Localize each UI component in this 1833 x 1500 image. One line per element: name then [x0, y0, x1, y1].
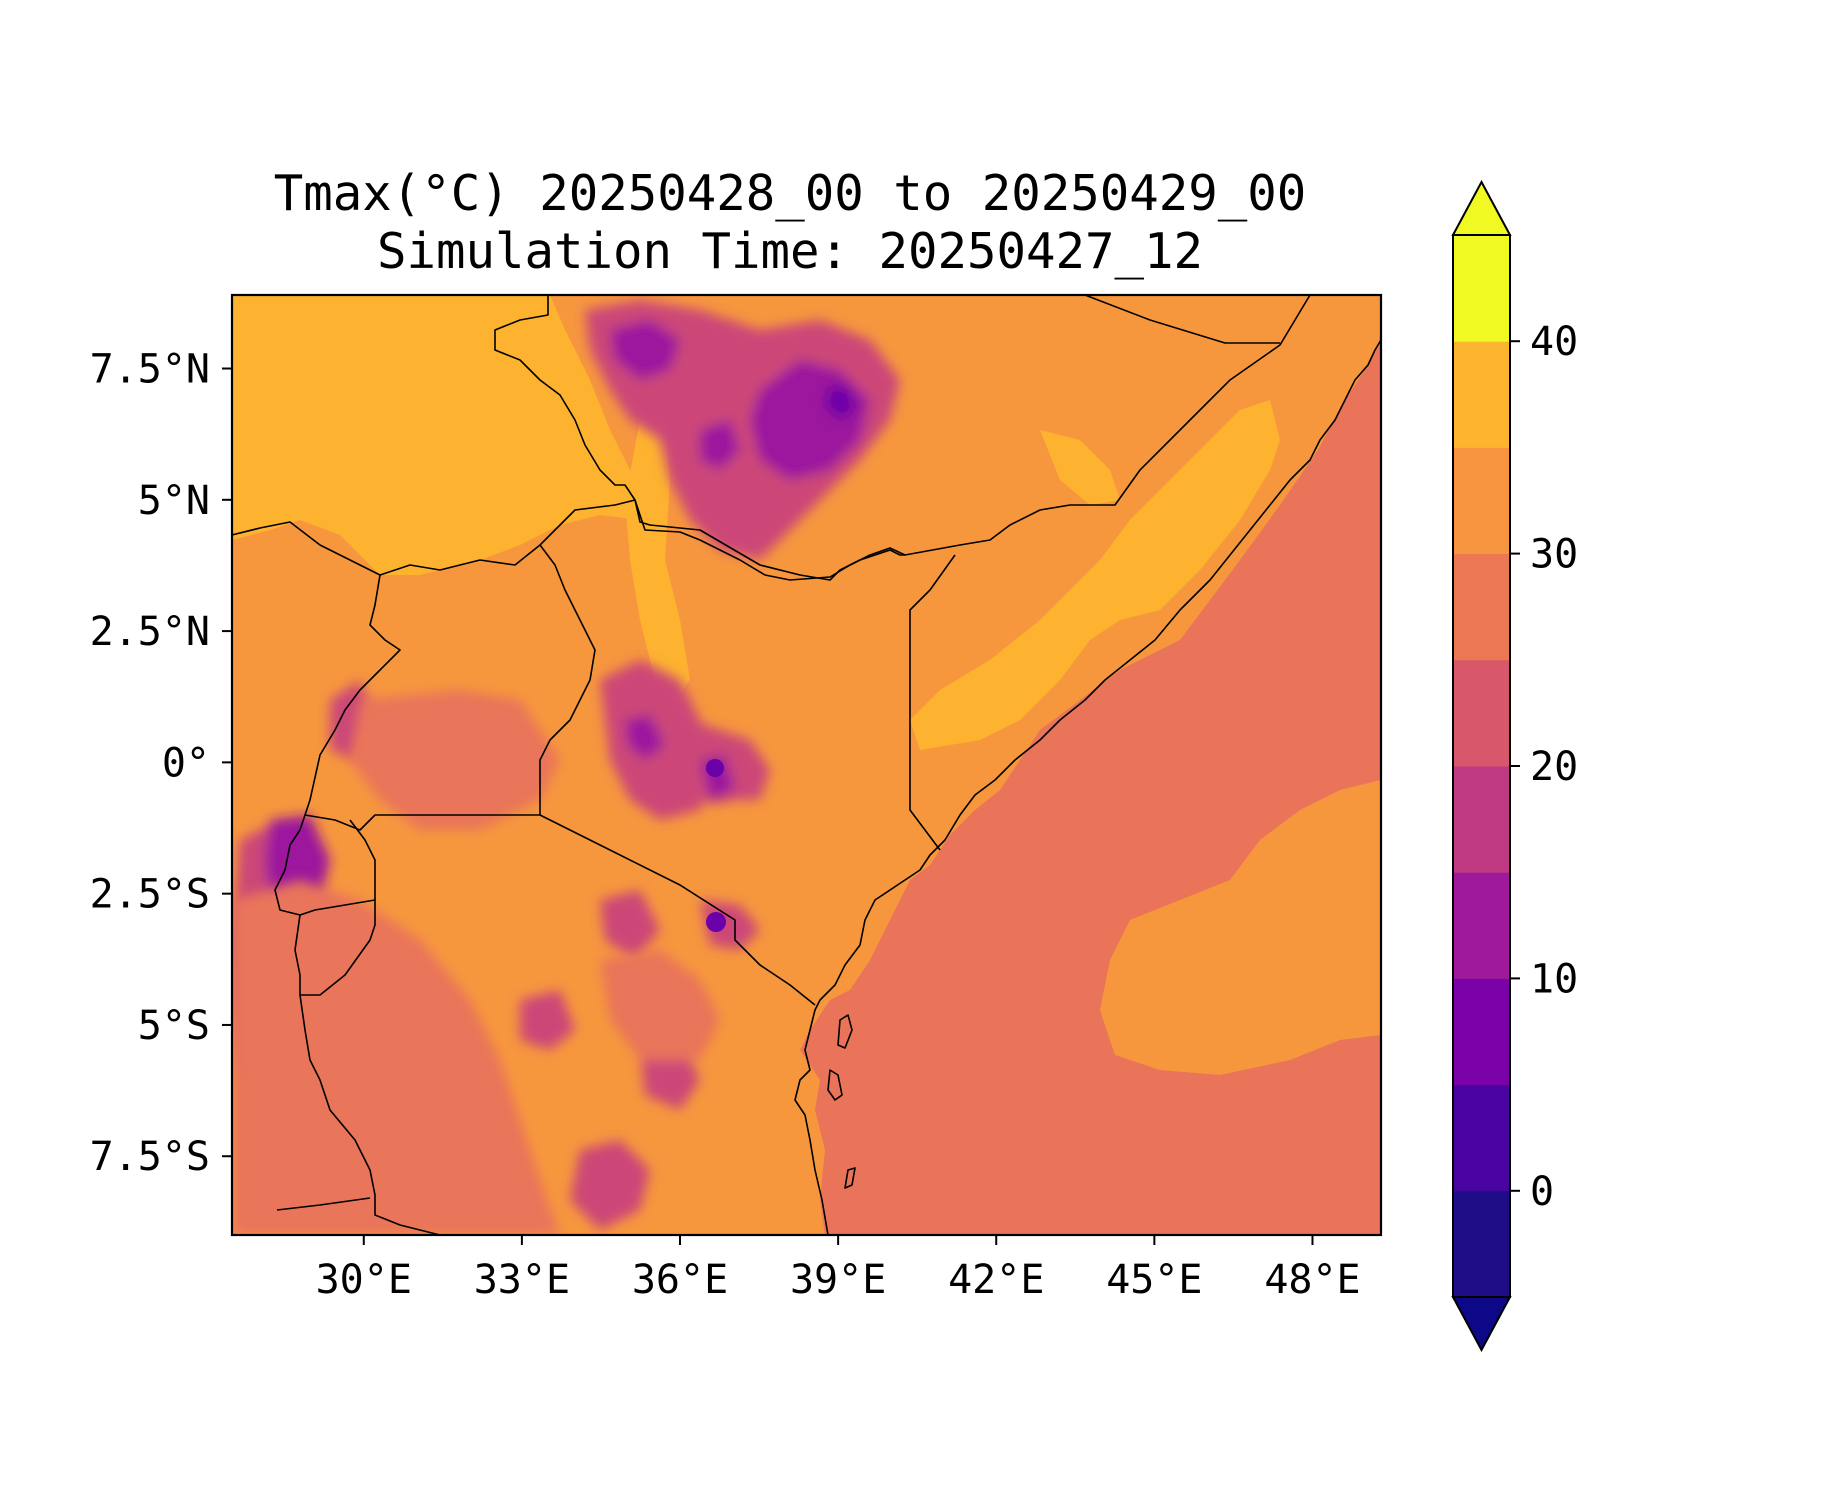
uganda-border [304, 544, 596, 831]
colorbar-tick-label: 20 [1530, 744, 1578, 790]
burundi-border [294, 900, 376, 996]
kenya-tanzania-border [539, 814, 816, 1006]
east-african-coastline [794, 339, 1381, 1235]
y-axis: 7.5°N 5°N 2.5°N 0° 2.5°S 5°S 7.5°S [90, 347, 232, 1180]
colorbar-tick-label: 30 [1530, 532, 1578, 578]
tanzania-highlands [232, 690, 720, 1235]
colorbar-band [1453, 447, 1510, 555]
colorbar-band [1453, 978, 1510, 1086]
colorbar-over-arrow [1451, 179, 1512, 236]
kenya-ethiopia-border [634, 499, 906, 581]
x-tick-label: 33°E [474, 1257, 570, 1303]
rift-hot-corridor [625, 410, 690, 700]
mt-kenya-peak [706, 759, 724, 777]
y-tick-label: 5°N [138, 478, 210, 524]
y-tick-label: 0° [162, 740, 210, 786]
colorbar: 0 10 20 30 40 [1451, 179, 1578, 1353]
ethiopia-sudan-border [494, 295, 636, 501]
y-tick-label: 7.5°S [90, 1134, 210, 1180]
map-frame [230, 293, 1383, 1237]
colorbar-tick-label: 0 [1530, 1169, 1554, 1215]
colorbar-band [1453, 766, 1510, 873]
zanzibar-island [837, 1014, 853, 1049]
y-tick-label: 7.5°N [90, 347, 210, 393]
y-tick-label: 2.5°N [90, 609, 210, 655]
x-tick-label: 30°E [316, 1257, 412, 1303]
kenya-somalia-border [909, 554, 956, 851]
y-tick-label: 2.5°S [90, 872, 210, 918]
country-borders [232, 295, 1381, 1235]
somaliland-border [1084, 295, 1280, 344]
kenya-highlands [600, 660, 770, 960]
colorbar-band [1453, 553, 1510, 661]
chart-subtitle: Simulation Time: 20250427_12 [377, 223, 1203, 280]
colorbar-band [1453, 872, 1510, 979]
mafia-island [844, 1167, 856, 1189]
colorbar-tick-label: 40 [1530, 319, 1578, 365]
pemba-island [827, 1069, 843, 1101]
south-sudan-border [232, 499, 905, 581]
colorbar-band [1453, 1190, 1510, 1298]
ethiopia-somalia-border [904, 295, 1311, 556]
ethiopian-highlands [585, 300, 900, 560]
x-axis: 30°E 33°E 36°E 39°E 42°E 45°E 48°E [316, 1235, 1361, 1303]
ethiopia-east-hot [1040, 430, 1120, 505]
x-tick-label: 45°E [1106, 1257, 1202, 1303]
x-tick-label: 48°E [1264, 1257, 1360, 1303]
south-sudan-hot-region [232, 295, 640, 575]
ocean-warm-patch [1100, 780, 1381, 1075]
y-tick-label: 5°S [138, 1003, 210, 1049]
malawi-border [276, 1197, 371, 1211]
map-plot-area [232, 295, 1381, 1235]
x-tick-label: 36°E [632, 1257, 728, 1303]
colorbar-band [1453, 1084, 1510, 1192]
somalia-hot-region [910, 400, 1280, 750]
colorbar-band [1453, 341, 1510, 448]
chart-title: Tmax(°C) 20250428_00 to 20250429_00 [274, 165, 1307, 222]
colorbar-band [1453, 659, 1510, 767]
colorbar-under-arrow [1451, 1296, 1512, 1353]
colorbar-tick-label: 10 [1530, 956, 1578, 1002]
drc-tanzania-border [299, 994, 441, 1235]
colorbar-band [1453, 235, 1510, 342]
x-tick-label: 42°E [948, 1257, 1044, 1303]
x-tick-label: 39°E [790, 1257, 886, 1303]
kilimanjaro-peak [706, 912, 726, 932]
